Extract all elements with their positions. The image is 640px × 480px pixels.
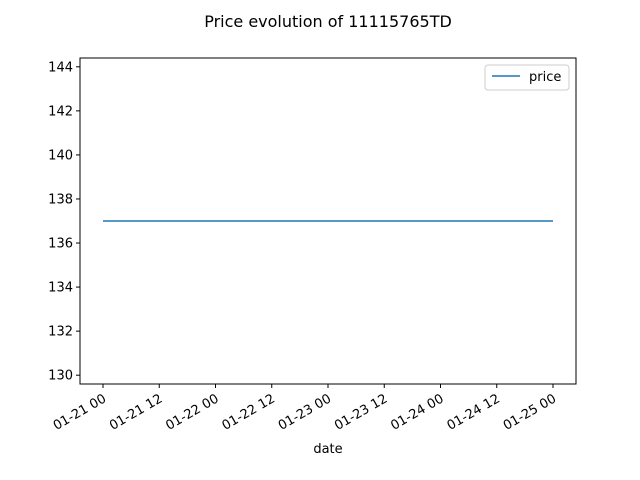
x-axis-label: date xyxy=(313,442,342,457)
y-tick-label: 140 xyxy=(48,148,73,163)
x-tick-label: 01-22 12 xyxy=(220,391,278,433)
chart-title: Price evolution of 11115765TD xyxy=(204,12,452,31)
legend: price xyxy=(484,64,570,91)
y-tick-label: 130 xyxy=(48,369,73,384)
x-tick-label: 01-24 12 xyxy=(445,391,503,433)
y-tick-label: 144 xyxy=(48,60,73,75)
y-tick-label: 132 xyxy=(48,325,73,340)
y-tick-label: 142 xyxy=(48,104,73,119)
y-tick-label: 134 xyxy=(48,281,73,296)
x-tick-label: 01-23 12 xyxy=(332,391,390,433)
x-tick-label: 01-25 00 xyxy=(501,391,559,433)
x-tick-label: 01-24 00 xyxy=(388,391,446,433)
y-tick-label: 138 xyxy=(48,192,73,207)
x-tick-label: 01-21 00 xyxy=(51,391,109,433)
y-tick-label: 136 xyxy=(48,237,73,252)
x-tick-label: 01-23 00 xyxy=(276,391,334,433)
legend-label-price: price xyxy=(529,70,561,85)
legend-box xyxy=(484,64,570,91)
x-tick-label: 01-22 00 xyxy=(163,391,221,433)
x-tick-label: 01-21 12 xyxy=(107,391,165,433)
y-axis: 130 132 134 136 138 140 142 144 xyxy=(48,60,80,384)
